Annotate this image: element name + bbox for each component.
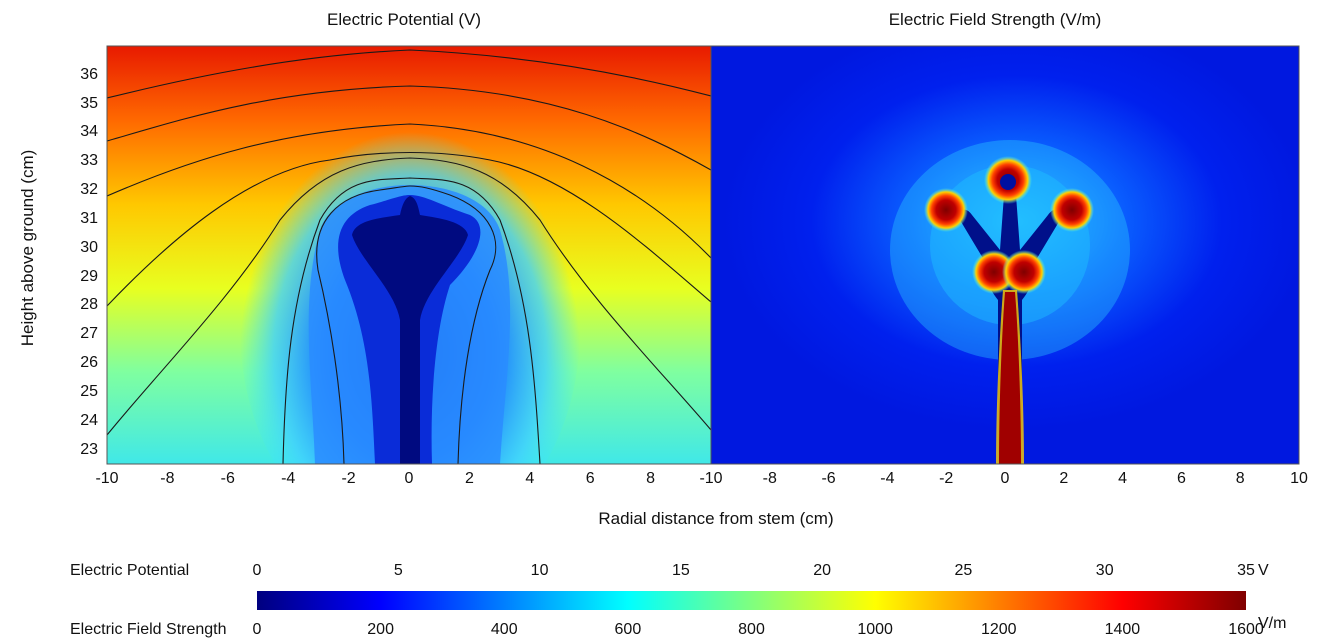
x-tick-label: 0	[404, 470, 414, 487]
colorbar	[257, 591, 1246, 610]
potential-title: Electric Potential (V)	[327, 10, 481, 29]
y-tick-label: 36	[80, 65, 98, 83]
y-tick-label: 24	[80, 411, 98, 429]
x-tick-label: 8	[1235, 470, 1245, 487]
y-tick-label: 33	[80, 152, 98, 170]
x-tick-label: -6	[821, 470, 836, 487]
x-tick-label: -10	[95, 470, 119, 487]
x-tick-label: 10	[1290, 470, 1308, 487]
colorbar-potential-unit: V	[1258, 562, 1269, 579]
y-tick-label: 32	[80, 181, 98, 199]
colorbar-tick-label: 600	[614, 621, 642, 638]
x-tick-label: -4	[880, 470, 895, 487]
x-tick-label: -6	[220, 470, 235, 487]
y-tick-label: 34	[80, 123, 98, 141]
y-tick-label: 29	[80, 267, 98, 285]
colorbar-tick-label: 0	[252, 621, 262, 638]
colorbar-tick-label: 10	[530, 562, 549, 579]
colorbar-tick-label: 400	[490, 621, 518, 638]
colorbar-tick-label: 20	[813, 562, 832, 579]
y-tick-label: 31	[80, 209, 98, 227]
y-tick-label: 27	[80, 325, 98, 343]
colorbar-tick-label: 200	[367, 621, 394, 638]
colorbar-field-label: Electric Field Strength	[70, 621, 227, 638]
x-tick-label: 6	[1176, 470, 1186, 487]
x-tick-label: 4	[525, 470, 535, 487]
y-tick-label: 23	[80, 440, 98, 458]
colorbar-tick-label: 1600	[1228, 621, 1264, 638]
y-tick-label: 30	[80, 238, 98, 256]
colorbar-tick-label: 35	[1237, 562, 1255, 579]
colorbar-tick-label: 5	[393, 562, 403, 579]
y-tick-label: 26	[80, 354, 98, 372]
y-tick-label: 35	[80, 94, 98, 112]
colorbar-tick-label: 0	[252, 562, 262, 579]
field-title: Electric Field Strength (V/m)	[888, 10, 1102, 29]
y-tick-label: 28	[80, 296, 98, 314]
x-axis-label: Radial distance from stem (cm)	[598, 509, 834, 528]
x-tick-label: 2	[1059, 470, 1069, 487]
x-tick-label: 8	[646, 470, 656, 487]
y-axis-label: Height above ground (cm)	[18, 149, 37, 347]
field-axes	[710, 45, 1300, 465]
x-tick-label: 0	[1000, 470, 1010, 487]
x-tick-label: -2	[939, 470, 954, 487]
x-tick-label: -8	[160, 470, 175, 487]
x-tick-label: -2	[341, 470, 356, 487]
colorbar-tick-label: 1000	[857, 621, 893, 638]
colorbar-tick-label: 15	[671, 562, 690, 579]
colorbar-tick-label: 25	[954, 562, 973, 579]
x-tick-label: -10	[699, 470, 723, 487]
colorbar-tick-label: 1400	[1104, 621, 1141, 638]
colorbar-tick-label: 1200	[980, 621, 1017, 638]
x-tick-label: 4	[1118, 470, 1128, 487]
x-tick-label: 2	[464, 470, 474, 487]
x-tick-label: 6	[585, 470, 595, 487]
colorbar-potential-label: Electric Potential	[70, 562, 190, 579]
potential-heatmap	[107, 46, 711, 464]
colorbar-tick-label: 800	[738, 621, 765, 638]
x-tick-label: -4	[281, 470, 296, 487]
x-tick-label: -8	[762, 470, 777, 487]
y-tick-label: 25	[80, 382, 98, 400]
colorbar-tick-label: 30	[1095, 562, 1114, 579]
colorbar-field-unit: V/m	[1258, 615, 1287, 632]
field-strength-heatmap	[711, 46, 1299, 464]
